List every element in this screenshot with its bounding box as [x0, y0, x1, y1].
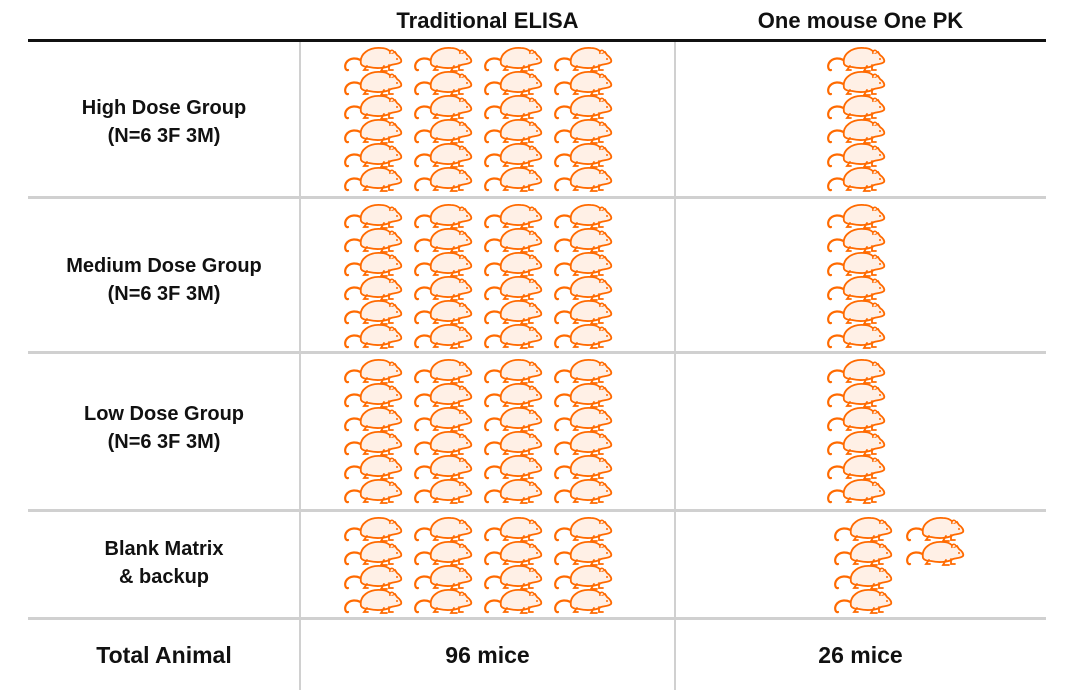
row-divider [28, 509, 1046, 512]
mouse-icon [343, 586, 403, 616]
mouse-icon [483, 321, 543, 351]
mouse-icon [483, 476, 543, 506]
row-divider [28, 196, 1046, 199]
total-animal-label: Total Animal [96, 642, 232, 668]
mouse-icon [826, 476, 886, 506]
mouse-icon [826, 164, 886, 194]
mouse-icon [343, 321, 403, 351]
mouse-icon [483, 586, 543, 616]
column-header-traditional-elisa: Traditional ELISA [396, 8, 579, 33]
mouse-icon [833, 586, 893, 616]
mouse-icon [343, 164, 403, 194]
mouse-icon [413, 476, 473, 506]
mouse-icon [905, 538, 965, 568]
mouse-icon [413, 321, 473, 351]
row-divider [28, 351, 1046, 354]
mouse-icon [483, 164, 543, 194]
mouse-icon [553, 586, 613, 616]
row-label-line: Low Dose Group [84, 403, 244, 425]
mouse-icon [553, 321, 613, 351]
row-label-blank-matrix: Blank Matrix & backup [28, 535, 300, 591]
row-label-line: & backup [118, 566, 210, 588]
mouse-icon [413, 586, 473, 616]
row-label-high-dose: High Dose Group (N=6 3F 3M) [28, 94, 300, 150]
row-divider [28, 617, 1046, 620]
column-divider [299, 42, 301, 690]
mouse-icon [413, 164, 473, 194]
mouse-icon [826, 321, 886, 351]
row-label-line: High Dose Group [81, 97, 247, 119]
mouse-icon [553, 164, 613, 194]
mouse-icon [343, 476, 403, 506]
column-divider [674, 42, 676, 690]
total-pk: 26 mice [818, 642, 903, 668]
column-header-one-mouse-one-pk: One mouse One PK [757, 8, 964, 33]
row-label-line: (N=6 3F 3M) [107, 283, 221, 305]
row-label-medium-dose: Medium Dose Group (N=6 3F 3M) [28, 252, 300, 308]
row-label-low-dose: Low Dose Group (N=6 3F 3M) [28, 400, 300, 456]
row-label-line: Medium Dose Group [66, 255, 262, 277]
row-label-line: (N=6 3F 3M) [107, 431, 221, 453]
total-elisa: 96 mice [445, 642, 530, 668]
header-divider [28, 39, 1046, 42]
mouse-icon [553, 476, 613, 506]
row-label-line: (N=6 3F 3M) [107, 125, 221, 147]
row-label-line: Blank Matrix [104, 538, 224, 560]
